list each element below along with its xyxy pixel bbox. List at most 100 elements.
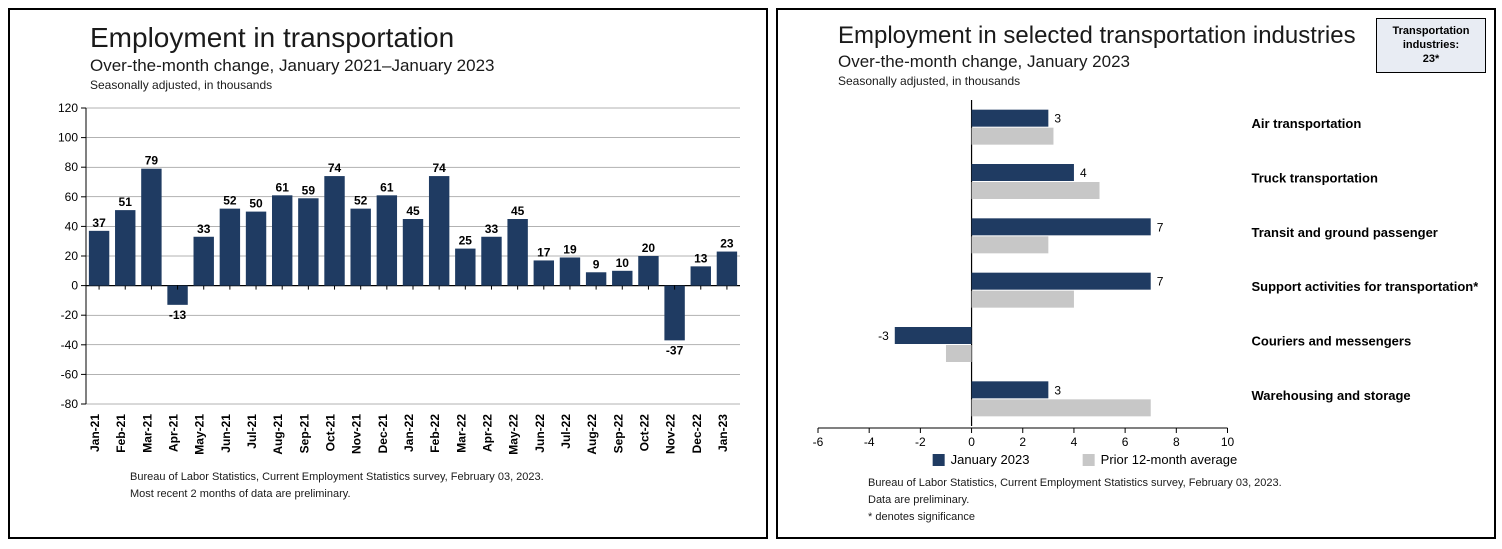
svg-text:6: 6 xyxy=(1122,435,1129,449)
svg-text:Mar-21: Mar-21 xyxy=(140,414,154,453)
svg-text:-4: -4 xyxy=(864,435,875,449)
svg-text:61: 61 xyxy=(276,180,290,194)
bar xyxy=(664,286,684,341)
svg-text:52: 52 xyxy=(354,194,368,208)
svg-text:Aug-21: Aug-21 xyxy=(271,414,285,455)
bar xyxy=(220,209,240,286)
svg-text:Sep-22: Sep-22 xyxy=(611,414,625,454)
svg-text:Sep-21: Sep-21 xyxy=(297,414,311,454)
svg-text:33: 33 xyxy=(197,222,211,236)
svg-text:19: 19 xyxy=(563,242,577,256)
bar-secondary xyxy=(972,182,1100,199)
bar xyxy=(481,237,501,286)
bar xyxy=(429,176,449,286)
svg-text:Warehousing and storage: Warehousing and storage xyxy=(1252,388,1411,403)
svg-text:Support activities for transpo: Support activities for transportation* xyxy=(1252,279,1479,294)
svg-text:74: 74 xyxy=(432,161,446,175)
svg-text:0: 0 xyxy=(71,279,78,293)
badge-line2: industries: xyxy=(1403,39,1459,51)
svg-text:Jan-23: Jan-23 xyxy=(716,414,730,452)
svg-text:4: 4 xyxy=(1080,166,1087,180)
left-foot1: Bureau of Labor Statistics, Current Empl… xyxy=(130,470,746,485)
svg-text:Feb-22: Feb-22 xyxy=(428,414,442,453)
bar-secondary xyxy=(946,345,972,362)
bar xyxy=(377,195,397,285)
svg-text:8: 8 xyxy=(1173,435,1180,449)
svg-text:May-21: May-21 xyxy=(193,414,207,455)
svg-text:-60: -60 xyxy=(61,367,79,381)
svg-text:Apr-22: Apr-22 xyxy=(480,414,494,452)
svg-text:Nov-21: Nov-21 xyxy=(350,414,364,454)
svg-text:40: 40 xyxy=(65,219,79,233)
badge-line3: 23* xyxy=(1423,53,1440,65)
svg-text:9: 9 xyxy=(593,257,600,271)
bar-primary xyxy=(972,110,1049,127)
bar xyxy=(246,212,266,286)
right-note: Seasonally adjusted, in thousands xyxy=(838,74,1474,88)
svg-text:2: 2 xyxy=(1019,435,1026,449)
svg-text:Dec-22: Dec-22 xyxy=(690,414,704,454)
right-hbar-chart: -6-4-202468103Air transportation4Truck t… xyxy=(798,94,1478,474)
svg-text:Prior 12-month average: Prior 12-month average xyxy=(1101,452,1238,467)
svg-text:Jan-21: Jan-21 xyxy=(88,414,102,452)
bar xyxy=(507,219,527,286)
svg-text:Mar-22: Mar-22 xyxy=(454,414,468,453)
svg-text:60: 60 xyxy=(65,190,79,204)
svg-text:4: 4 xyxy=(1071,435,1078,449)
svg-text:37: 37 xyxy=(92,216,106,230)
bar xyxy=(612,271,632,286)
svg-text:Couriers and messengers: Couriers and messengers xyxy=(1252,334,1412,349)
svg-text:23: 23 xyxy=(720,237,734,251)
svg-text:Jun-22: Jun-22 xyxy=(533,414,547,453)
svg-text:59: 59 xyxy=(302,183,316,197)
svg-text:3: 3 xyxy=(1054,383,1061,397)
svg-text:0: 0 xyxy=(968,435,975,449)
svg-text:Aug-22: Aug-22 xyxy=(585,414,599,455)
svg-text:Transit and ground passenger: Transit and ground passenger xyxy=(1252,225,1438,240)
left-bar-chart: -80-60-40-2002040608010012037Jan-2151Feb… xyxy=(30,98,750,468)
svg-text:May-22: May-22 xyxy=(507,414,521,455)
svg-text:Oct-22: Oct-22 xyxy=(637,414,651,452)
bar xyxy=(586,272,606,285)
svg-text:-2: -2 xyxy=(915,435,926,449)
left-title: Employment in transportation xyxy=(90,22,746,54)
badge-line1: Transportation xyxy=(1392,25,1469,37)
bar-primary xyxy=(972,381,1049,398)
bar xyxy=(403,219,423,286)
svg-text:20: 20 xyxy=(642,241,656,255)
bar-secondary xyxy=(972,128,1054,145)
svg-text:10: 10 xyxy=(1221,435,1235,449)
svg-text:Truck transportation: Truck transportation xyxy=(1252,171,1378,186)
svg-text:10: 10 xyxy=(616,256,630,270)
svg-text:-13: -13 xyxy=(169,308,187,322)
bar xyxy=(691,266,711,285)
bar xyxy=(89,231,109,286)
svg-text:January 2023: January 2023 xyxy=(951,452,1030,467)
left-panel: Employment in transportation Over-the-mo… xyxy=(8,8,768,539)
bar xyxy=(350,209,370,286)
bar xyxy=(455,249,475,286)
svg-text:45: 45 xyxy=(406,204,420,218)
svg-text:100: 100 xyxy=(58,131,78,145)
svg-text:Dec-21: Dec-21 xyxy=(376,414,390,454)
bar xyxy=(638,256,658,286)
svg-text:Oct-21: Oct-21 xyxy=(324,414,338,452)
bar xyxy=(560,257,580,285)
bar-secondary xyxy=(972,399,1151,416)
left-subtitle: Over-the-month change, January 2021–Janu… xyxy=(90,56,746,76)
bar xyxy=(272,195,292,285)
bar xyxy=(115,210,135,285)
bar xyxy=(717,252,737,286)
svg-text:Jun-21: Jun-21 xyxy=(219,414,233,453)
svg-text:79: 79 xyxy=(145,154,159,168)
svg-text:Air transportation: Air transportation xyxy=(1252,116,1362,131)
svg-text:-20: -20 xyxy=(61,308,79,322)
svg-text:-37: -37 xyxy=(666,343,684,357)
bar-primary xyxy=(972,164,1074,181)
svg-text:120: 120 xyxy=(58,101,78,115)
svg-text:Nov-22: Nov-22 xyxy=(664,414,678,454)
bar-primary xyxy=(895,327,972,344)
summary-badge: Transportation industries: 23* xyxy=(1376,18,1486,73)
bar xyxy=(194,237,214,286)
svg-text:45: 45 xyxy=(511,204,525,218)
